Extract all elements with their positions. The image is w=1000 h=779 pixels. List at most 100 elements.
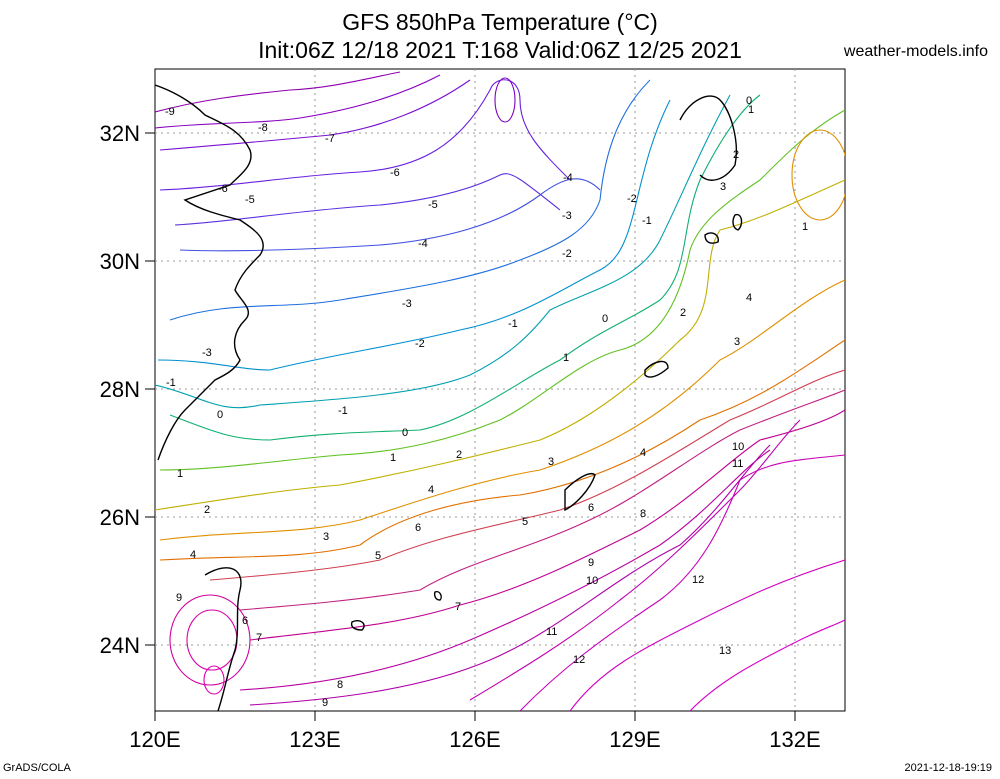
contour-plus3 — [159, 279, 845, 541]
island-small-1 — [704, 232, 719, 244]
contour-plus7 — [249, 409, 845, 641]
contour-label: -8 — [258, 122, 268, 134]
contour-plus1 — [159, 109, 845, 471]
contour-label: 1 — [177, 468, 183, 480]
contour-label: 3 — [323, 531, 329, 543]
island-small-4 — [350, 620, 365, 631]
contour-label: 8 — [640, 508, 646, 520]
contour-plus9 — [249, 444, 771, 706]
contour-label: 2 — [733, 149, 739, 161]
contour-plus10 — [469, 419, 801, 701]
graticule — [155, 69, 845, 711]
contour-label: 0 — [602, 313, 608, 325]
contour-label: -4 — [418, 238, 428, 250]
contour-label: 12 — [692, 574, 704, 586]
contour-label: 7 — [256, 632, 262, 644]
ryukyu-1 — [644, 360, 669, 378]
contour-label: -5 — [245, 194, 255, 206]
lon-label-123e: 123E — [289, 727, 340, 752]
contour-label: 5 — [375, 550, 381, 562]
contour-label: -4 — [563, 172, 573, 184]
contour-labels: -9 -8 -7 -6 -6 -5 -5 -4 -4 -3 -3 -3 -2 -… — [165, 95, 808, 709]
lon-label-129e: 129E — [609, 727, 660, 752]
contour-label: 1 — [563, 352, 569, 364]
contour-plus6 — [239, 389, 845, 611]
contour-label: 2 — [204, 504, 210, 516]
contour-label: -1 — [642, 215, 652, 227]
contour-label: -1 — [508, 318, 518, 330]
contour-plus2 — [155, 179, 845, 511]
contour-label: 9 — [588, 557, 594, 569]
contour-label: 2 — [456, 449, 462, 461]
site-credit: weather-models.info — [843, 43, 988, 60]
footer-software: GrADS/COLA — [3, 762, 71, 774]
contour-label: 11 — [732, 458, 743, 470]
warm-pocket-east — [791, 129, 845, 221]
contour-minus6 — [159, 79, 571, 191]
lon-label-126e: 126E — [449, 727, 500, 752]
contour-label: 7 — [455, 601, 461, 613]
contour-label: -3 — [202, 347, 212, 359]
warm-core-inner — [203, 665, 225, 695]
plot-frame — [154, 68, 846, 712]
lat-label-32n: 32N — [100, 121, 140, 146]
contour-label: 1 — [748, 104, 754, 116]
lat-label-24n: 24N — [100, 633, 140, 658]
contour-label: 9 — [176, 592, 182, 604]
cold-pocket — [494, 77, 516, 123]
contour-label: -2 — [562, 248, 572, 260]
contour-minus9 — [155, 71, 401, 113]
contour-label: 5 — [522, 516, 528, 528]
contour-minus3 — [169, 79, 651, 321]
contour-label: 4 — [190, 549, 196, 561]
footer-timestamp: 2021-12-18-19:19 — [904, 762, 992, 774]
contour-label: -6 — [218, 183, 228, 195]
contour-plus8 — [239, 449, 771, 691]
contour-label: 6 — [415, 522, 421, 534]
contour-label: 0 — [402, 427, 408, 439]
contour-label: -5 — [428, 199, 438, 211]
warm-core-outer — [169, 594, 251, 686]
contour-label: 4 — [746, 292, 752, 304]
contour-label: 8 — [337, 679, 343, 691]
contour-label: -1 — [166, 377, 176, 389]
contour-minus5 — [174, 173, 561, 226]
contour-label: 2 — [680, 307, 686, 319]
contour-label: 11 — [546, 626, 557, 638]
island-small-3 — [433, 590, 442, 601]
contour-plus12 — [569, 559, 845, 711]
contour-label: 6 — [588, 502, 594, 514]
contour-minus7 — [159, 79, 471, 151]
contour-plus13 — [689, 619, 845, 711]
contour-minus1 — [155, 94, 731, 409]
contour-label: 13 — [719, 645, 731, 657]
lon-label-120e: 120E — [129, 727, 180, 752]
lat-label-30n: 30N — [100, 249, 140, 274]
contours — [155, 71, 845, 711]
contour-plus4 — [159, 339, 845, 561]
chart-title: GFS 850hPa Temperature (°C) — [342, 9, 658, 35]
ryukyu-2 — [564, 473, 596, 512]
contour-label: -9 — [165, 106, 175, 118]
contour-minus2 — [157, 99, 671, 371]
contour-label: -3 — [402, 298, 412, 310]
contour-minus8 — [155, 74, 441, 129]
lat-label-28n: 28N — [100, 377, 140, 402]
contour-label: 10 — [732, 441, 744, 453]
island-small-2 — [732, 213, 743, 231]
contour-label: 1 — [390, 452, 396, 464]
lon-label-132e: 132E — [769, 727, 820, 752]
contour-label: 4 — [428, 484, 434, 496]
contour-label: 3 — [720, 181, 726, 193]
contour-label: 12 — [573, 654, 585, 666]
contour-label: 3 — [734, 336, 740, 348]
contour-label: -2 — [415, 338, 425, 350]
coastlines — [155, 84, 743, 711]
contour-label: -3 — [562, 210, 572, 222]
contour-label: 10 — [586, 575, 598, 587]
contour-label: 6 — [242, 615, 248, 627]
contour-plus5 — [209, 369, 845, 581]
china-coast — [155, 84, 264, 461]
contour-label: -7 — [325, 133, 335, 145]
